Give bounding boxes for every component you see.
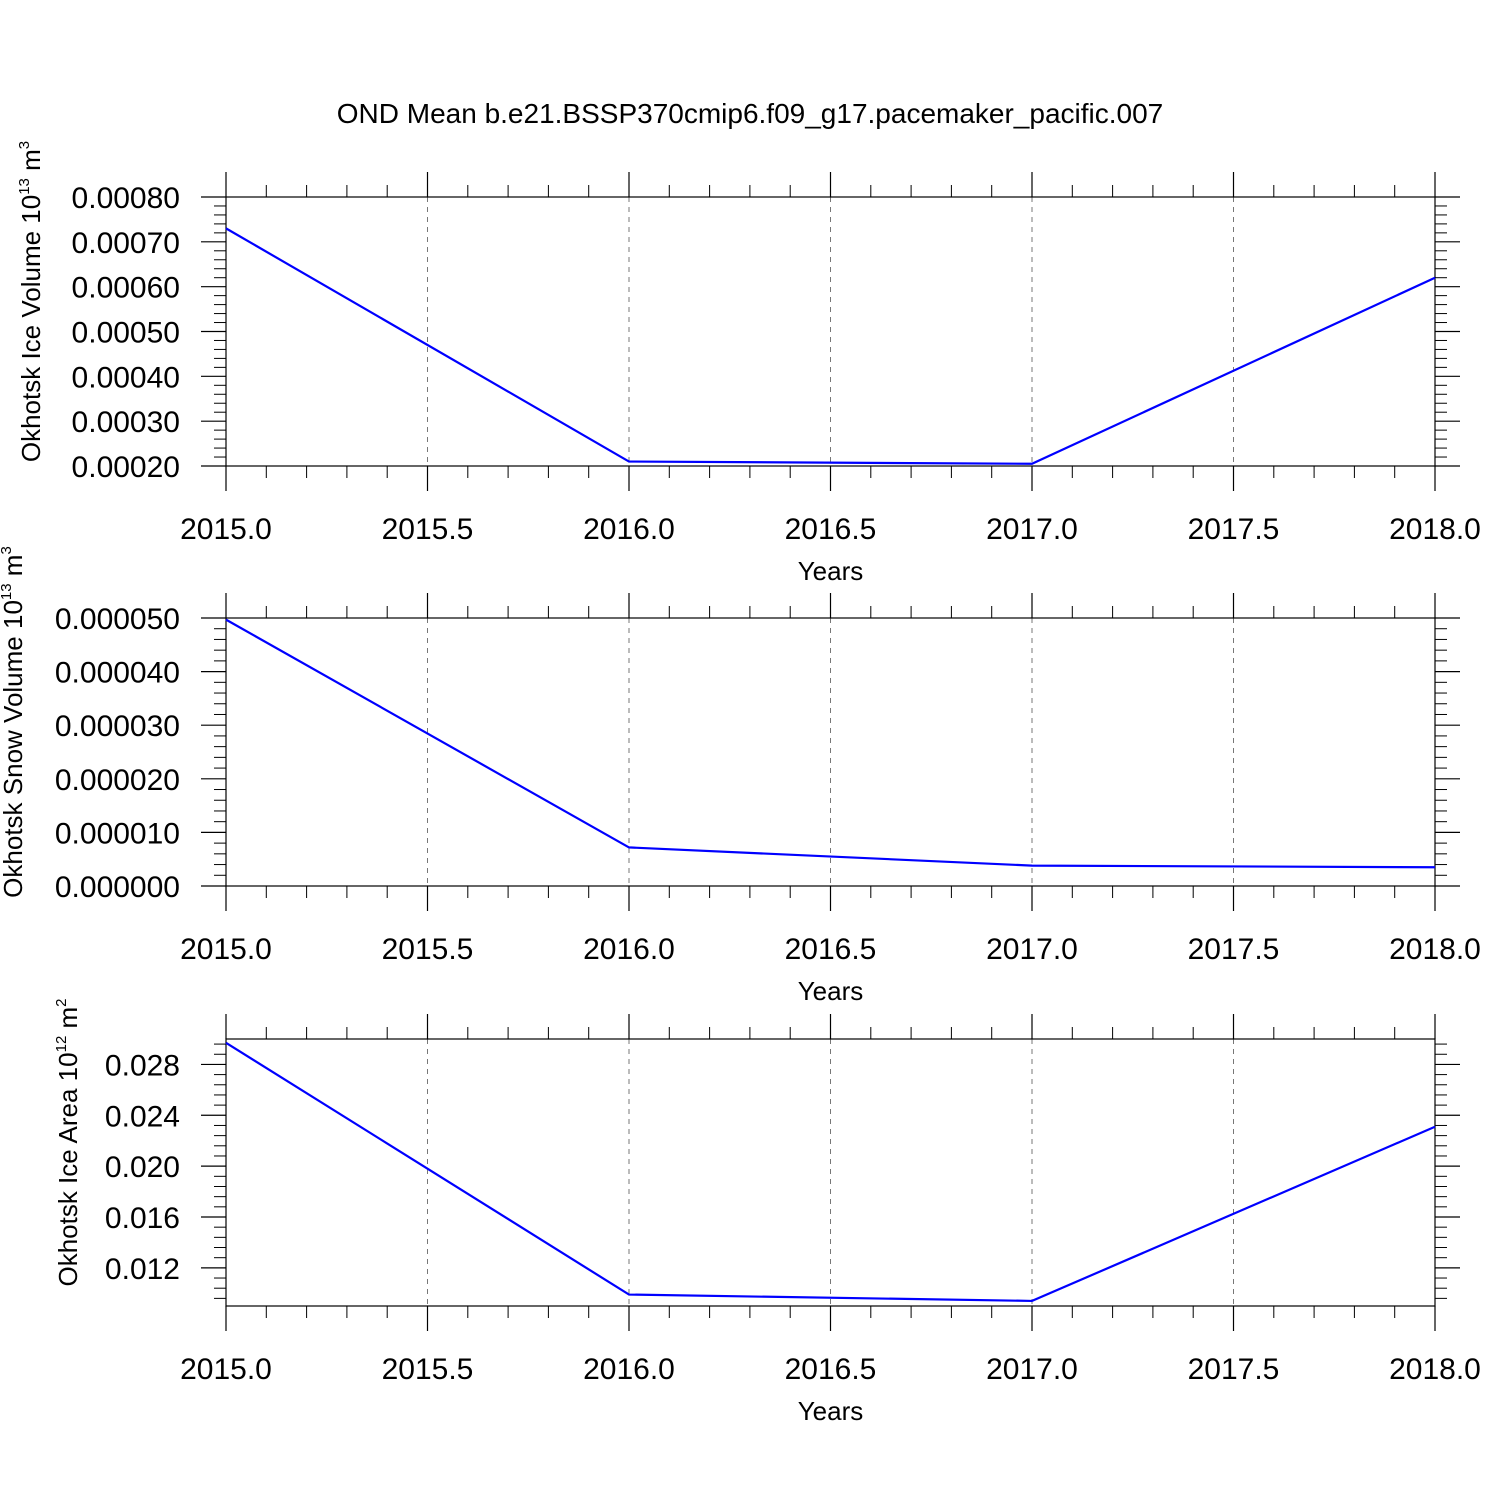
chart-panel-2: 2015.0 2015.5 2016.0 2016.5 2017.0 2017.5 2018…	[0, 546, 1481, 1006]
y-tick-label: 0.00040	[72, 361, 180, 394]
y-tick-label: 0.00070	[72, 227, 180, 260]
series-line	[225, 227, 1436, 465]
y-tick-label: 0.00020	[72, 451, 180, 484]
y-axis-label: Okhotsk Snow Volume 1013 m3	[0, 546, 28, 898]
y-tick-label: 0.000010	[55, 817, 180, 850]
y-tick-label: 0.000040	[55, 657, 180, 690]
y-tick-label: 0.000030	[55, 710, 180, 743]
x-tick-label: 2017.5	[1188, 1353, 1280, 1386]
x-tick-label: 2018.0	[1389, 513, 1481, 546]
x-tick-label: 2016.0	[583, 933, 675, 966]
chart-panel-3: 2015.0 2015.5 2016.0 2016.5 2017.0 2017.5 2018…	[53, 998, 1481, 1426]
x-tick-label: 2016.5	[785, 513, 877, 546]
x-tick-label: 2015.0	[180, 933, 272, 966]
y-tick-label: 0.00060	[72, 272, 180, 305]
y-axis-label: Okhotsk Ice Volume 1013 m3	[16, 141, 46, 462]
x-tick-label: 2017.0	[986, 933, 1078, 966]
x-axis-label: Years	[798, 556, 864, 586]
x-tick-label: 2017.0	[986, 1353, 1078, 1386]
y-tick-label: 0.00030	[72, 406, 180, 439]
y-tick-label: 0.028	[105, 1049, 180, 1082]
panels: 2015.0 2015.5 2016.0 2016.5 2017.0 2017.5 2018…	[0, 141, 1481, 1426]
x-tick-label: 2015.0	[180, 513, 272, 546]
x-tick-label: 2015.5	[382, 513, 474, 546]
x-tick-label: 2015.5	[382, 1353, 474, 1386]
x-tick-label: 2017.5	[1188, 933, 1280, 966]
y-tick-label: 0.000020	[55, 764, 180, 797]
x-axis-label: Years	[798, 976, 864, 1006]
y-tick-label: 0.016	[105, 1202, 180, 1235]
x-tick-label: 2017.5	[1188, 513, 1280, 546]
x-tick-label: 2015.5	[382, 933, 474, 966]
x-tick-label: 2018.0	[1389, 1353, 1481, 1386]
series-line	[225, 1041, 1436, 1303]
x-tick-label: 2016.0	[583, 1353, 675, 1386]
x-tick-label: 2016.5	[785, 1353, 877, 1386]
x-tick-label: 2017.0	[986, 513, 1078, 546]
y-tick-label: 0.00080	[72, 182, 180, 215]
series-line	[225, 618, 1436, 869]
y-tick-label: 0.020	[105, 1151, 180, 1184]
x-tick-label: 2018.0	[1389, 933, 1481, 966]
chart-panel-1: 2015.0 2015.5 2016.0 2016.5 2017.0 2017.5 2018…	[16, 141, 1481, 586]
y-tick-label: 0.000050	[55, 603, 180, 636]
x-axis-label: Years	[798, 1396, 864, 1426]
x-tick-label: 2015.0	[180, 1353, 272, 1386]
y-tick-label: 0.000000	[55, 871, 180, 904]
x-tick-label: 2016.0	[583, 513, 675, 546]
y-axis-label: Okhotsk Ice Area 1012 m2	[53, 998, 83, 1286]
y-tick-label: 0.012	[105, 1253, 180, 1286]
figure-title: OND Mean b.e21.BSSP370cmip6.f09_g17.pace…	[337, 98, 1164, 129]
x-tick-label: 2016.5	[785, 933, 877, 966]
y-tick-label: 0.024	[105, 1100, 180, 1133]
y-tick-label: 0.00050	[72, 317, 180, 350]
